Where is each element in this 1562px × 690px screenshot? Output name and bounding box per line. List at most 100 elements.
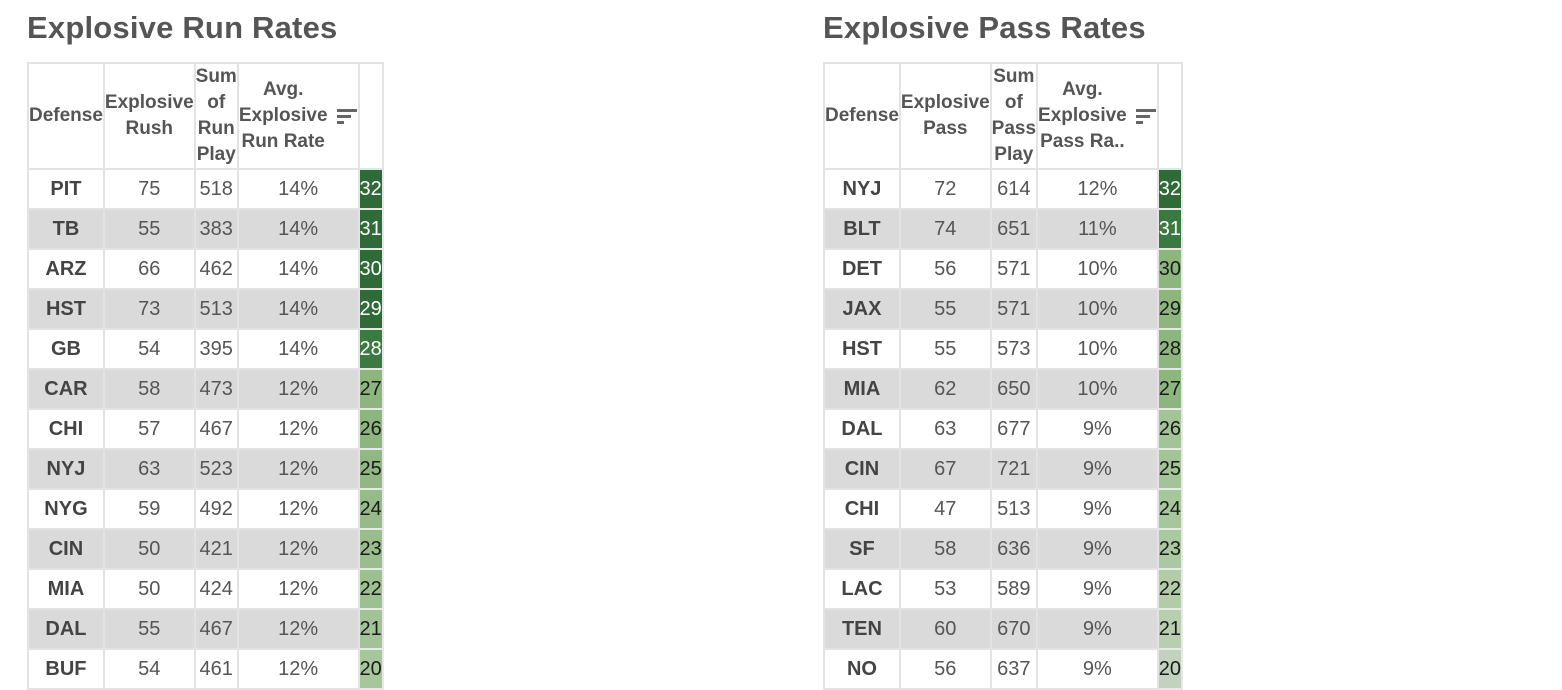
- rank-cell: 27: [1156, 368, 1183, 410]
- team-cell: ARZ: [27, 248, 105, 290]
- header-avg-explosive-run-rate[interactable]: Avg. Explosive Run Rate: [236, 62, 360, 170]
- explosive-count-cell: 58: [898, 528, 992, 570]
- team-cell: NYG: [27, 488, 105, 530]
- table-row[interactable]: CIN 67 721 9% 25: [823, 448, 1183, 490]
- explosive-count-cell: 60: [898, 608, 992, 650]
- explosive-rate-cell: 9%: [1036, 528, 1159, 570]
- team-cell: CIN: [823, 448, 901, 490]
- explosive-rate-cell: 12%: [236, 448, 360, 490]
- sort-descending-icon[interactable]: [336, 105, 358, 127]
- rank-cell: 23: [357, 528, 384, 570]
- table-row[interactable]: CAR 58 473 12% 27: [27, 368, 384, 410]
- table-row[interactable]: ARZ 66 462 14% 30: [27, 248, 384, 290]
- explosive-rate-cell: 10%: [1036, 368, 1159, 410]
- rank-cell: 32: [357, 168, 384, 210]
- table-row[interactable]: CHI 57 467 12% 26: [27, 408, 384, 450]
- explosive-rate-cell: 12%: [236, 568, 360, 610]
- table-row[interactable]: NYG 59 492 12% 24: [27, 488, 384, 530]
- table-row[interactable]: LAC 53 589 9% 22: [823, 568, 1183, 610]
- explosive-count-cell: 63: [898, 408, 992, 450]
- pass-table-body: NYJ 72 614 12% 32 BLT 74 651 11% 31 DET 56 571 10% 30 J…: [823, 168, 1183, 690]
- rank-cell: 24: [1156, 488, 1183, 530]
- header-explosive-pass[interactable]: Explosive Pass: [898, 62, 992, 170]
- play-sum-cell: 467: [193, 608, 239, 650]
- team-cell: JAX: [823, 288, 901, 330]
- header-explosive-rush[interactable]: Explosive Rush: [102, 62, 196, 170]
- rank-cell: 30: [1156, 248, 1183, 290]
- header-sum-of-run-play[interactable]: Sum of Run Play: [193, 62, 239, 170]
- table-row[interactable]: JAX 55 571 10% 29: [823, 288, 1183, 330]
- play-sum-cell: 523: [193, 448, 239, 490]
- explosive-rate-cell: 9%: [1036, 448, 1159, 490]
- table-row[interactable]: CIN 50 421 12% 23: [27, 528, 384, 570]
- pass-table-header-row: Defense Explosive Pass Sum of Pass Play …: [823, 62, 1183, 170]
- play-sum-cell: 651: [989, 208, 1039, 250]
- explosive-rate-cell: 9%: [1036, 408, 1159, 450]
- rank-cell: 28: [357, 328, 384, 370]
- explosive-count-cell: 55: [898, 288, 992, 330]
- team-cell: DAL: [823, 408, 901, 450]
- explosive-count-cell: 75: [102, 168, 196, 210]
- table-row[interactable]: MIA 62 650 10% 27: [823, 368, 1183, 410]
- explosive-count-cell: 66: [102, 248, 196, 290]
- play-sum-cell: 467: [193, 408, 239, 450]
- header-defense[interactable]: Defense: [27, 62, 105, 170]
- play-sum-cell: 614: [989, 168, 1039, 210]
- table-row[interactable]: DAL 55 467 12% 21: [27, 608, 384, 650]
- play-sum-cell: 473: [193, 368, 239, 410]
- run-table-title: Explosive Run Rates: [27, 10, 338, 45]
- play-sum-cell: 513: [989, 488, 1039, 530]
- team-cell: CHI: [823, 488, 901, 530]
- rank-cell: 23: [1156, 528, 1183, 570]
- explosive-rate-cell: 10%: [1036, 328, 1159, 370]
- play-sum-cell: 462: [193, 248, 239, 290]
- explosive-rate-cell: 10%: [1036, 248, 1159, 290]
- explosive-count-cell: 58: [102, 368, 196, 410]
- rank-cell: 31: [1156, 208, 1183, 250]
- header-sum-of-pass-play[interactable]: Sum of Pass Play: [989, 62, 1039, 170]
- table-row[interactable]: DAL 63 677 9% 26: [823, 408, 1183, 450]
- explosive-rate-cell: 12%: [236, 368, 360, 410]
- table-row[interactable]: NO 56 637 9% 20: [823, 648, 1183, 690]
- header-rank: [1156, 62, 1183, 170]
- explosive-rate-cell: 12%: [236, 528, 360, 570]
- team-cell: NO: [823, 648, 901, 690]
- table-row[interactable]: DET 56 571 10% 30: [823, 248, 1183, 290]
- rank-cell: 21: [1156, 608, 1183, 650]
- header-defense[interactable]: Defense: [823, 62, 901, 170]
- sort-descending-icon[interactable]: [1135, 105, 1157, 127]
- table-row[interactable]: PIT 75 518 14% 32: [27, 168, 384, 210]
- rank-cell: 24: [357, 488, 384, 530]
- table-row[interactable]: CHI 47 513 9% 24: [823, 488, 1183, 530]
- rank-cell: 26: [1156, 408, 1183, 450]
- table-row[interactable]: TB 55 383 14% 31: [27, 208, 384, 250]
- explosive-count-cell: 55: [102, 608, 196, 650]
- table-row[interactable]: HST 55 573 10% 28: [823, 328, 1183, 370]
- rank-cell: 22: [1156, 568, 1183, 610]
- team-cell: LAC: [823, 568, 901, 610]
- team-cell: NYJ: [823, 168, 901, 210]
- rank-cell: 25: [1156, 448, 1183, 490]
- explosive-count-cell: 62: [898, 368, 992, 410]
- table-row[interactable]: NYJ 63 523 12% 25: [27, 448, 384, 490]
- team-cell: MIA: [27, 568, 105, 610]
- table-row[interactable]: HST 73 513 14% 29: [27, 288, 384, 330]
- table-row[interactable]: TEN 60 670 9% 21: [823, 608, 1183, 650]
- table-row[interactable]: SF 58 636 9% 23: [823, 528, 1183, 570]
- explosive-count-cell: 74: [898, 208, 992, 250]
- explosive-rate-cell: 9%: [1036, 608, 1159, 650]
- explosive-rate-cell: 9%: [1036, 488, 1159, 530]
- table-row[interactable]: BLT 74 651 11% 31: [823, 208, 1183, 250]
- table-row[interactable]: GB 54 395 14% 28: [27, 328, 384, 370]
- table-row[interactable]: NYJ 72 614 12% 32: [823, 168, 1183, 210]
- table-row[interactable]: MIA 50 424 12% 22: [27, 568, 384, 610]
- explosive-rate-cell: 14%: [236, 208, 360, 250]
- table-row[interactable]: BUF 54 461 12% 20: [27, 648, 384, 690]
- play-sum-cell: 677: [989, 408, 1039, 450]
- explosive-count-cell: 55: [102, 208, 196, 250]
- team-cell: PIT: [27, 168, 105, 210]
- team-cell: GB: [27, 328, 105, 370]
- play-sum-cell: 424: [193, 568, 239, 610]
- header-avg-explosive-pass-rate[interactable]: Avg. Explosive Pass Ra..: [1036, 62, 1159, 170]
- team-cell: TEN: [823, 608, 901, 650]
